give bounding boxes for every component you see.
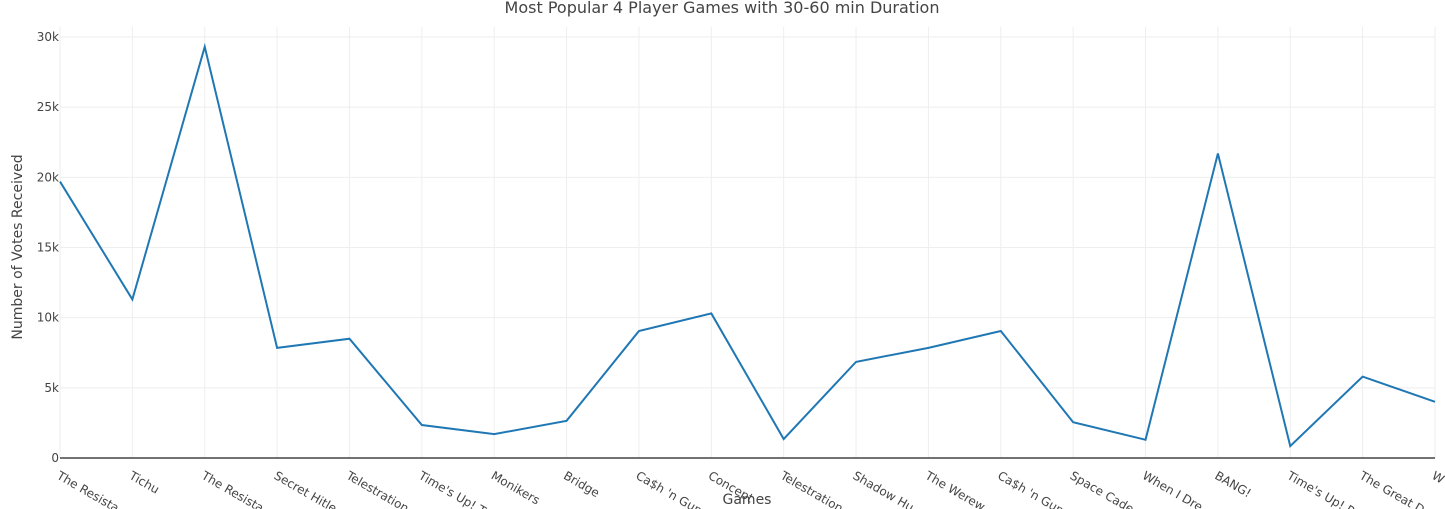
line xyxy=(59,42,1436,448)
x-tick-label: Ca$h 'n Gun xyxy=(995,468,1066,509)
y-tick-label: 10k xyxy=(37,311,59,325)
x-tick-label: The Resista xyxy=(198,468,266,509)
x-tick-label: Monikers xyxy=(489,468,543,507)
x-tick-label: Telestration xyxy=(777,468,845,509)
x-tick-label: W xyxy=(1430,468,1445,486)
x-tick-label: BANG! xyxy=(1212,468,1253,500)
x-tick-label: The Resista xyxy=(54,468,122,509)
x-tick-label: The Great D xyxy=(1356,468,1427,509)
y-tick-label: 5k xyxy=(44,381,59,395)
x-tick-label: Ca$h 'n Gun xyxy=(633,468,704,509)
x-axis-label: Games xyxy=(723,492,772,508)
x-tick-label: Bridge xyxy=(561,468,602,500)
y-tick-label: 20k xyxy=(37,170,59,184)
x-tick-label: Shadow Hu xyxy=(851,468,917,509)
x-tick-label: The Werew xyxy=(922,468,988,509)
y-tick-label: 25k xyxy=(37,100,59,114)
x-tick-label: Telestration xyxy=(343,468,411,509)
x-tick-label: Time's Up! T xyxy=(415,468,488,509)
x-tick-label: When I Dre xyxy=(1140,468,1205,509)
grid xyxy=(59,27,1436,459)
x-tick-label: Tichu xyxy=(126,468,162,497)
y-tick-label: 0 xyxy=(51,451,59,465)
x-tick-label: Space Cade xyxy=(1068,468,1137,509)
y-axis-label: Number of Votes Received xyxy=(10,154,26,339)
y-tick-label: 15k xyxy=(37,241,59,255)
x-tick-label: Time's Up! P xyxy=(1284,468,1357,509)
y-tick-label: 30k xyxy=(37,30,59,44)
x-tick-label: Secret Hitle xyxy=(272,468,340,509)
chart-title: Most Popular 4 Player Games with 30-60 m… xyxy=(505,0,940,17)
